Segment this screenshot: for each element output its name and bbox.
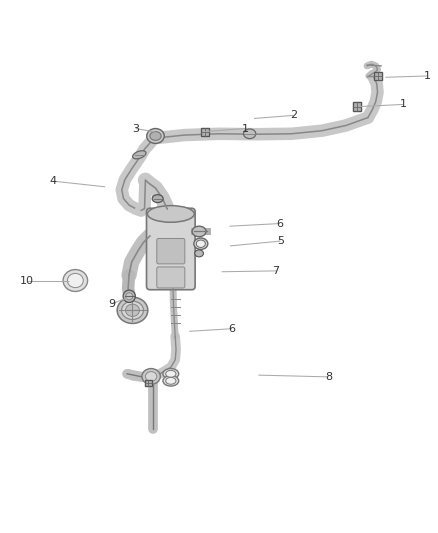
Ellipse shape bbox=[166, 377, 176, 384]
Ellipse shape bbox=[163, 376, 179, 386]
Ellipse shape bbox=[117, 297, 148, 324]
Ellipse shape bbox=[126, 293, 133, 300]
Text: 4: 4 bbox=[49, 176, 56, 186]
Bar bbox=[353, 102, 361, 111]
Ellipse shape bbox=[63, 270, 88, 292]
Ellipse shape bbox=[126, 304, 140, 317]
Bar bbox=[374, 71, 382, 80]
Ellipse shape bbox=[244, 129, 256, 139]
Bar bbox=[353, 102, 361, 111]
Text: 3: 3 bbox=[132, 124, 139, 134]
Text: 8: 8 bbox=[325, 372, 332, 382]
Text: 7: 7 bbox=[272, 266, 279, 276]
Ellipse shape bbox=[152, 195, 163, 203]
Ellipse shape bbox=[194, 238, 208, 249]
Bar bbox=[201, 128, 209, 135]
Ellipse shape bbox=[147, 128, 164, 143]
Ellipse shape bbox=[150, 132, 161, 140]
FancyBboxPatch shape bbox=[157, 267, 185, 288]
Ellipse shape bbox=[196, 240, 205, 247]
Text: 1: 1 bbox=[242, 124, 249, 134]
Bar bbox=[145, 379, 152, 386]
FancyBboxPatch shape bbox=[146, 208, 195, 290]
Ellipse shape bbox=[163, 368, 179, 379]
Text: 2: 2 bbox=[290, 110, 297, 120]
Bar bbox=[201, 128, 209, 135]
Ellipse shape bbox=[145, 372, 157, 381]
Text: 5: 5 bbox=[277, 236, 284, 246]
Ellipse shape bbox=[166, 370, 176, 377]
Ellipse shape bbox=[192, 226, 206, 237]
Ellipse shape bbox=[147, 206, 194, 222]
Ellipse shape bbox=[194, 250, 203, 257]
Ellipse shape bbox=[123, 290, 135, 302]
Text: 9: 9 bbox=[108, 298, 115, 309]
FancyBboxPatch shape bbox=[157, 238, 185, 264]
Ellipse shape bbox=[122, 301, 144, 319]
Text: 6: 6 bbox=[276, 219, 283, 229]
Text: 1: 1 bbox=[424, 71, 431, 81]
Text: 6: 6 bbox=[229, 324, 236, 334]
Ellipse shape bbox=[142, 368, 160, 384]
Bar bbox=[374, 71, 382, 80]
Ellipse shape bbox=[67, 273, 83, 288]
Text: 1: 1 bbox=[399, 100, 406, 109]
Text: 10: 10 bbox=[20, 276, 34, 286]
Ellipse shape bbox=[133, 151, 146, 159]
Bar bbox=[145, 379, 152, 386]
